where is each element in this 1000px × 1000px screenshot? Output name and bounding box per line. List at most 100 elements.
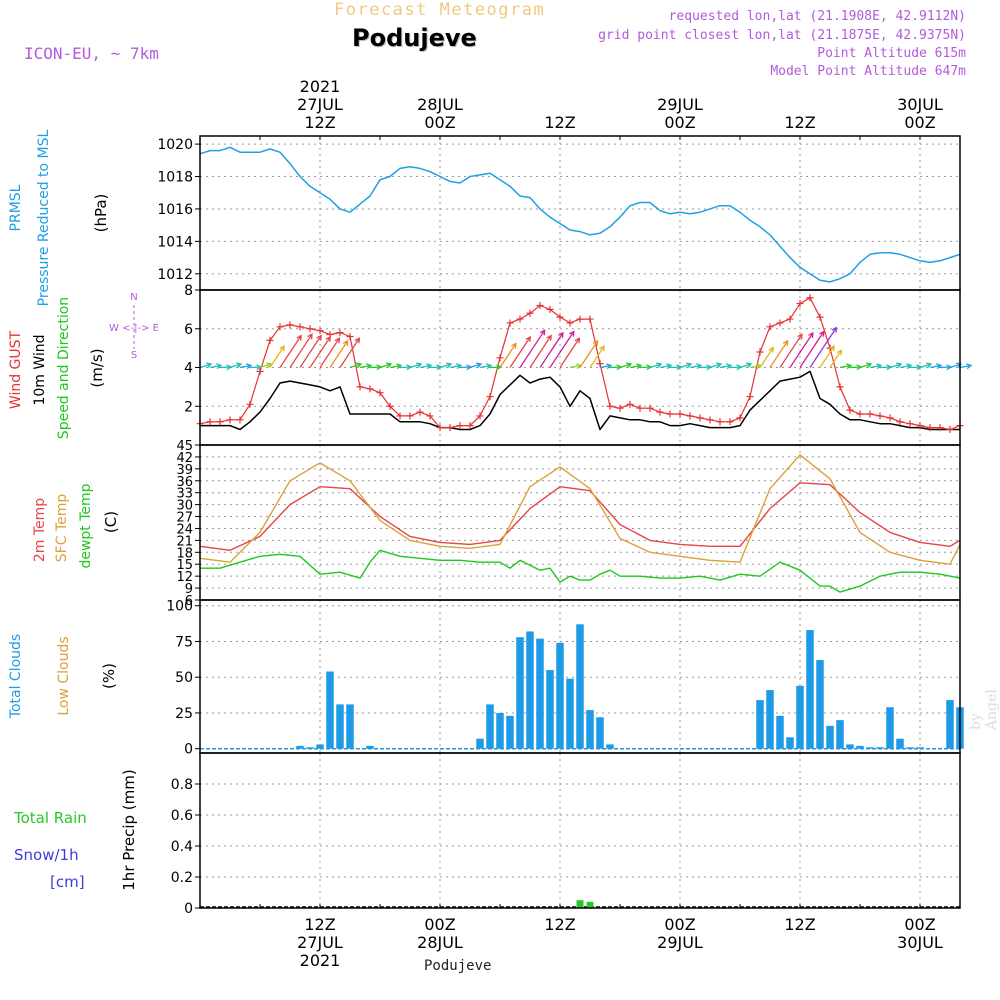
gust-marker	[206, 418, 214, 426]
wind-arrow-head	[599, 345, 605, 352]
wind-arrow-head	[876, 363, 883, 370]
label-2m-temp: 2m Temp	[32, 498, 48, 562]
panel-frame-precip	[199, 752, 961, 909]
label-prmsl: PRMSL	[8, 184, 24, 231]
wind-arrow	[569, 364, 582, 369]
cloud-bar	[346, 704, 354, 749]
bottom-date-label: 27JUL	[297, 933, 343, 952]
wind-arrow	[599, 364, 612, 369]
wind-arrow	[349, 363, 362, 369]
label-snow: Snow/1h	[14, 846, 79, 864]
wind-arrow-head	[726, 363, 733, 370]
wind-arrow	[429, 366, 442, 369]
wind-arrow	[229, 363, 242, 369]
meteogram-title: Forecast Meteogram	[334, 0, 546, 20]
bottom-hour-label: 00Z	[904, 915, 935, 934]
wind-arrow-head	[475, 362, 483, 369]
cloud-bar	[756, 700, 764, 749]
gust-marker	[436, 424, 444, 432]
wind-arrow	[949, 363, 962, 369]
wind-arrow-head	[355, 362, 363, 369]
cloud-bar	[826, 725, 834, 749]
wind-arrow	[239, 364, 252, 369]
wind-arrow	[759, 347, 774, 368]
wind-arrow	[649, 363, 662, 369]
label-percent: (%)	[100, 663, 118, 689]
wind-arrow	[869, 364, 882, 369]
top-hour-label: 12Z	[544, 113, 575, 132]
top-date-label: 29JUL	[657, 95, 703, 114]
wind-arrow	[709, 363, 722, 369]
cloud-bar	[476, 738, 484, 749]
cloud-bar	[946, 700, 954, 749]
gust-marker	[916, 422, 924, 430]
wind-arrow	[539, 332, 564, 368]
y-tick-label: 24	[176, 522, 193, 537]
wind-arrow-head	[625, 362, 633, 369]
wind-arrow	[319, 337, 340, 368]
cloud-bar	[556, 642, 564, 749]
axis-layer: 1012101410161018102024686912151821242730…	[157, 136, 921, 917]
gust-marker	[706, 416, 714, 424]
label-dewpt-temp: dewpt Temp	[78, 483, 94, 568]
wind-arrow	[549, 331, 575, 368]
wind-arrow-head	[334, 337, 341, 344]
top-hour-label: 00Z	[424, 113, 455, 132]
wind-arrow	[509, 336, 531, 368]
gust-marker	[946, 426, 954, 433]
gust-marker	[246, 400, 254, 408]
gust-marker	[766, 323, 774, 331]
cloud-bar	[566, 678, 574, 749]
top-year-label: 2021	[300, 77, 341, 96]
wind-arrow-head	[831, 326, 838, 333]
top-hour-label: 12Z	[304, 113, 335, 132]
y-tick-label: 0.6	[171, 808, 193, 824]
y-tick-label: 0	[184, 901, 193, 917]
gust-marker	[866, 410, 874, 418]
cloud-bar	[516, 637, 524, 749]
gust-marker	[876, 412, 884, 420]
gust-marker	[276, 323, 284, 331]
label-layer: 202127JUL12Z12Z27JUL28JUL00Z00Z28JUL12Z1…	[8, 77, 943, 970]
wind-arrow-head	[836, 349, 843, 356]
wind-arrow	[819, 345, 835, 368]
y-tick-label: 1018	[157, 170, 193, 186]
gust-marker	[886, 414, 894, 422]
gust-marker	[536, 302, 544, 309]
wind-arrow-head	[307, 333, 313, 340]
cloud-bar	[906, 747, 914, 749]
cloud-bar	[486, 704, 494, 749]
wind-arrow-head	[936, 363, 943, 370]
wind-arrow	[269, 345, 285, 368]
y-tick-label: 100	[166, 599, 193, 615]
wind-arrow-head	[426, 363, 433, 370]
wind-arrow	[769, 340, 789, 368]
pressure-line	[199, 146, 961, 283]
gust-marker	[696, 414, 704, 422]
wind-arrow	[399, 366, 412, 369]
gust-marker	[426, 412, 434, 420]
gust-marker	[656, 408, 664, 416]
cloud-bar	[776, 715, 784, 749]
gust-marker	[346, 333, 354, 340]
cloud-bar	[886, 707, 894, 749]
gust-marker	[286, 321, 294, 329]
top-hour-label: 00Z	[904, 113, 935, 132]
wind-arrow-head	[966, 363, 973, 370]
wind-speed-line	[200, 370, 960, 431]
wind-arrow-head	[715, 362, 723, 369]
y-tick-label: 1014	[157, 234, 193, 250]
label-celsius: (C)	[102, 511, 120, 533]
cloud-bar	[606, 744, 614, 749]
gust-marker	[496, 354, 504, 362]
gust-marker	[896, 418, 904, 426]
wind-arrow	[809, 327, 837, 368]
wind-arrow-head	[592, 339, 599, 346]
wind-arrow-head	[865, 362, 873, 369]
gust-marker	[446, 424, 454, 432]
wind-arrow	[489, 366, 502, 369]
wind-arrow	[309, 336, 331, 368]
wind-arrow	[449, 364, 462, 369]
y-tick-label: 27	[176, 511, 193, 526]
y-tick-label: 18	[176, 546, 193, 561]
